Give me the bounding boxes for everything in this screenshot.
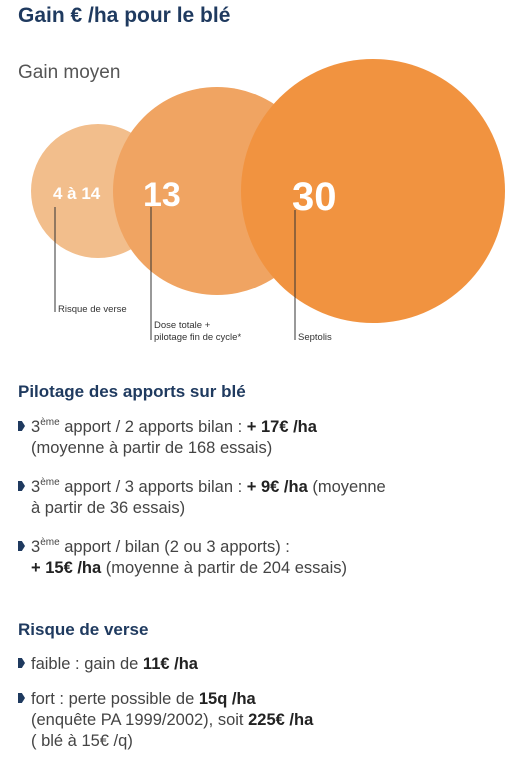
bullet-icon [18,481,25,491]
list-item-verse-fort: fort : perte possible de 15q /ha (enquêt… [18,689,498,752]
circle-value-dose-totale: 13 [143,176,181,214]
circle-value-risque-verse: 4 à 14 [53,184,101,203]
section-heading-pilotage: Pilotage des apports sur blé [18,382,246,401]
bullet-icon [18,658,25,668]
list-item-pilotage-3: 3ème apport / bilan (2 ou 3 apports) : +… [18,537,498,579]
bullet-icon [18,693,25,703]
circle-septolis [241,59,505,323]
label-dose-totale-line1: Dose totale + [154,320,211,331]
circle-value-septolis: 30 [292,175,337,219]
list-item-verse-faible: faible : gain de 11€ /ha [18,654,498,675]
page-title: Gain € /ha pour le blé [18,4,231,27]
bullet-icon [18,541,25,551]
label-septolis: Septolis [298,332,332,343]
label-dose-totale-line2: pilotage fin de cycle* [154,332,241,343]
section-heading-risque-verse: Risque de verse [18,620,149,639]
list-item-pilotage-1: 3ème apport / 2 apports bilan : + 17€ /h… [18,417,498,459]
gain-circles-diagram: 4 à 14 13 30 Risque de verse Dose totale… [31,59,505,343]
chart-subtitle: Gain moyen [18,62,121,83]
label-risque-verse: Risque de verse [58,304,127,315]
bullet-icon [18,421,25,431]
list-item-pilotage-2: 3ème apport / 3 apports bilan : + 9€ /ha… [18,477,498,519]
